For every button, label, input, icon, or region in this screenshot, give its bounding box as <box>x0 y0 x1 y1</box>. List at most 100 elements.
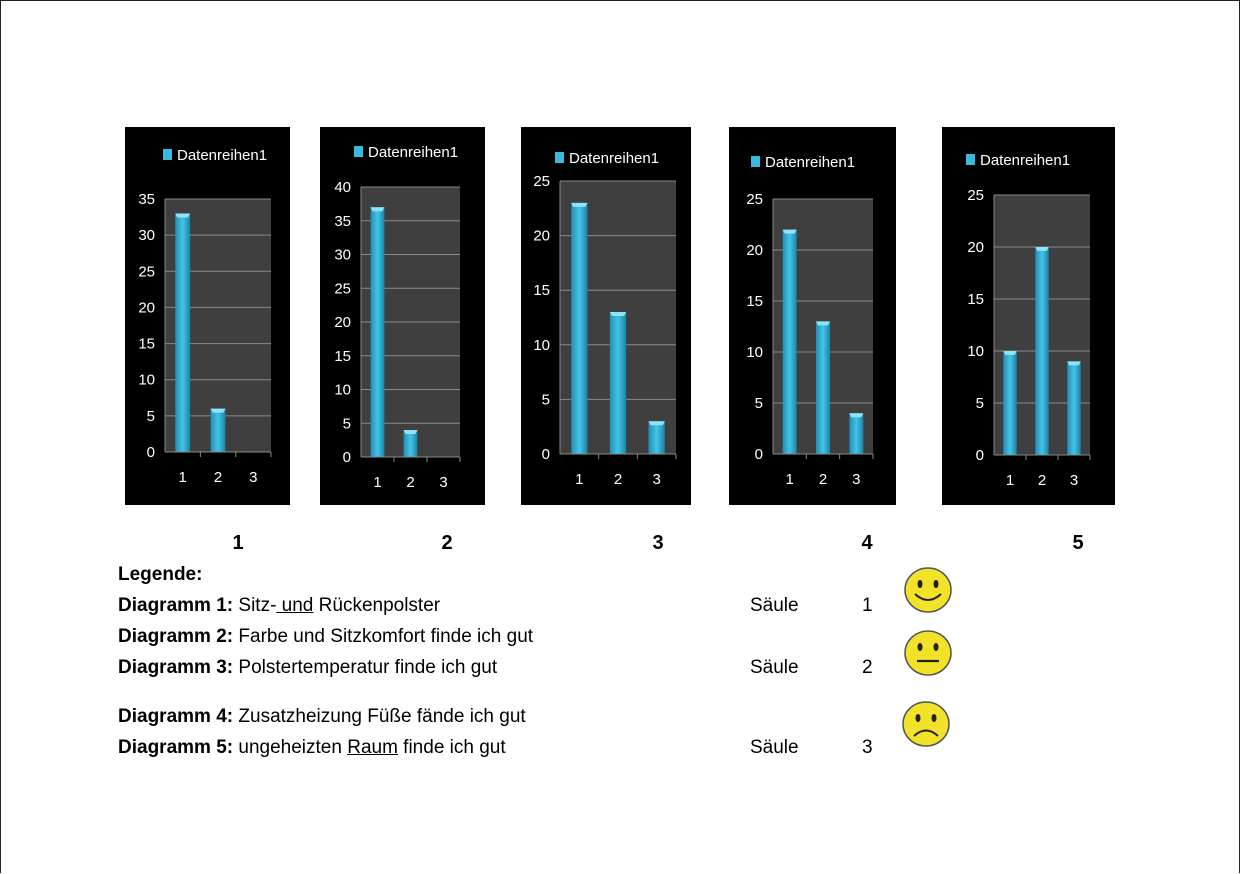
y-tick-label: 35 <box>138 191 155 208</box>
legend-swatch <box>163 149 172 160</box>
y-tick-label: 10 <box>533 337 550 354</box>
column-word-1: Säule <box>750 595 799 616</box>
bar-top <box>849 413 864 418</box>
y-tick-label: 0 <box>976 447 984 464</box>
chart-3: 0 5 10 15 20 25 1 2 3 Datenreihen1 <box>521 127 691 505</box>
y-tick-label: 10 <box>746 344 763 361</box>
y-tick-label: 30 <box>334 247 351 264</box>
bar-top <box>816 321 830 326</box>
bar <box>782 229 797 454</box>
bar-top <box>1035 247 1049 251</box>
legend-swatch <box>751 156 760 167</box>
y-tick-label: 15 <box>138 336 155 353</box>
column-number-1: 1 <box>862 595 873 616</box>
legend-swatch <box>966 154 975 165</box>
sad-smiley-icon <box>902 701 950 747</box>
y-tick-label: 20 <box>967 239 984 256</box>
bar <box>816 321 830 454</box>
bar-top <box>1003 351 1017 355</box>
y-tick-label: 20 <box>334 314 351 331</box>
y-tick-label: 25 <box>334 280 351 297</box>
chart-svg: 0 5 10 15 20 25 1 2 3 Datenreihen1 <box>533 150 677 488</box>
chart-number-3: 3 <box>652 532 664 554</box>
legend-item-label: Diagramm 3: <box>118 657 234 678</box>
bar <box>175 213 191 452</box>
column-number-2: 2 <box>862 657 873 678</box>
y-tick-label: 0 <box>343 449 351 466</box>
x-tick-label: 2 <box>1038 472 1046 489</box>
column-number-3: 3 <box>862 737 873 758</box>
legend-item-2: Diagramm 2: Farbe und Sitzkomfort finde … <box>118 626 533 648</box>
x-tick-label: 3 <box>652 471 660 488</box>
legend-label: Datenreihen1 <box>368 144 458 161</box>
bar <box>571 202 588 454</box>
y-tick-label: 10 <box>967 343 984 360</box>
y-tick-label: 5 <box>343 415 351 432</box>
legend-swatch <box>555 152 564 163</box>
legend-item-label: Diagramm 2: <box>118 626 234 647</box>
legend-item-text: ungeheizten <box>238 737 348 758</box>
legend-item-text-end: finde ich gut <box>397 737 506 758</box>
chart-number-2: 2 <box>441 532 453 554</box>
x-tick-label: 1 <box>373 474 381 491</box>
y-tick-label: 25 <box>138 263 155 280</box>
bar-top <box>782 229 797 234</box>
bar-top <box>609 312 627 317</box>
bar-top <box>370 207 385 212</box>
x-tick-label: 1 <box>575 471 583 488</box>
x-tick-label: 1 <box>178 469 186 486</box>
x-tick-label: 3 <box>852 471 860 488</box>
chart-svg: 0 5 10 15 20 25 30 35 40 1 2 3 Datenreihen1 <box>334 144 461 491</box>
y-tick-label: 25 <box>533 173 550 190</box>
legend-item-text: Sitz- <box>238 595 277 616</box>
legend-item-text: Zusatzheizung Füße fände ich gut <box>238 706 526 727</box>
y-tick-label: 5 <box>755 395 763 412</box>
legend-item-label: Diagramm 4: <box>118 706 234 727</box>
y-tick-label: 10 <box>334 382 351 399</box>
bar <box>370 207 385 457</box>
legend-label: Datenreihen1 <box>569 150 659 167</box>
bar-top <box>1067 361 1081 366</box>
x-tick-label: 2 <box>406 474 414 491</box>
legend-label: Datenreihen1 <box>765 154 855 171</box>
chart-svg: 0 5 10 15 20 25 1 2 3 Datenreihen1 <box>966 152 1091 489</box>
bar <box>1035 247 1049 455</box>
bar-top <box>403 430 418 434</box>
legend-title: Legende: <box>118 564 203 585</box>
y-tick-label: 35 <box>334 213 351 230</box>
chart-4: 0 5 10 15 20 25 1 2 3 Datenreihen1 <box>729 127 896 505</box>
column-word-2: Säule <box>750 657 799 678</box>
y-tick-label: 15 <box>334 348 351 365</box>
chart-number-4: 4 <box>861 532 873 554</box>
x-tick-label: 3 <box>1070 472 1078 489</box>
legend-item-1: Diagramm 1: Sitz- und Rückenpolster <box>118 595 440 617</box>
bar-top <box>648 421 665 426</box>
legend-item-3: Diagramm 3: Polstertemperatur finde ich … <box>118 657 497 679</box>
legend-item-underlined: Raum <box>347 737 398 758</box>
chart-number-1: 1 <box>232 532 244 554</box>
y-tick-label: 5 <box>147 408 155 425</box>
bar <box>1067 361 1081 455</box>
y-tick-label: 25 <box>967 187 984 204</box>
legend-label: Datenreihen1 <box>177 147 267 164</box>
y-tick-label: 40 <box>334 179 351 196</box>
y-tick-label: 15 <box>746 293 763 310</box>
bar-top <box>571 202 588 207</box>
happy-smiley-icon <box>904 567 952 613</box>
legend-swatch <box>354 146 363 157</box>
y-tick-label: 0 <box>755 446 763 463</box>
x-tick-label: 1 <box>785 471 793 488</box>
y-tick-label: 20 <box>746 242 763 259</box>
y-tick-label: 15 <box>967 291 984 308</box>
legend-item-4: Diagramm 4: Zusatzheizung Füße fände ich… <box>118 706 526 728</box>
bar <box>648 421 665 454</box>
x-tick-label: 2 <box>819 471 827 488</box>
bar <box>1003 351 1017 455</box>
legend-item-text: Farbe und Sitzkomfort finde ich gut <box>238 626 534 647</box>
y-tick-label: 0 <box>147 444 155 461</box>
neutral-smiley-icon <box>904 630 952 676</box>
x-tick-label: 3 <box>439 474 447 491</box>
y-tick-label: 20 <box>138 299 155 316</box>
chart-2: 0 5 10 15 20 25 30 35 40 1 2 3 Datenreihen1 <box>320 127 485 505</box>
bar <box>609 312 627 454</box>
